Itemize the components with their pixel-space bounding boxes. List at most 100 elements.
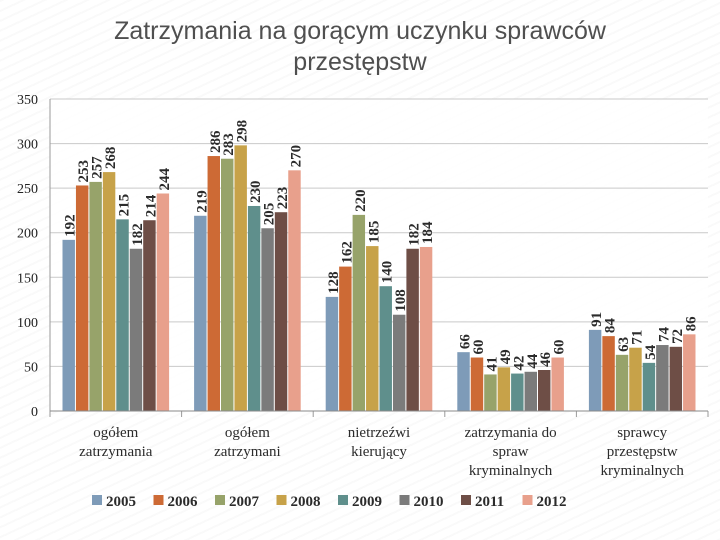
bar <box>497 367 511 411</box>
bar-value-label: 71 <box>629 330 645 345</box>
chart-title-line2: przestępstw <box>293 48 427 76</box>
bar-value-label: 108 <box>393 289 409 312</box>
bar-value-label: 184 <box>420 221 436 244</box>
bar <box>288 170 301 411</box>
bar-value-label: 215 <box>117 194 133 217</box>
bar-value-label: 257 <box>90 156 106 179</box>
bar-value-label: 298 <box>235 120 251 142</box>
bar <box>194 215 207 411</box>
bar-value-label: 46 <box>538 351 554 367</box>
bar-value-label: 162 <box>339 241 355 264</box>
legend-label: 2007 <box>229 494 260 510</box>
bar <box>419 246 433 411</box>
bar-value-label: 66 <box>458 334 474 350</box>
x-tick-label: zatrzymania do <box>465 425 557 441</box>
bar-value-label: 185 <box>366 221 382 244</box>
legend-label: 2006 <box>168 494 199 510</box>
x-tick-label: ogółem <box>225 425 270 441</box>
legend-label: 2008 <box>291 494 321 510</box>
bar-value-label: 60 <box>471 340 487 355</box>
x-tick-label: ogółem <box>93 425 138 441</box>
bar <box>615 354 629 411</box>
bar-value-label: 49 <box>498 349 514 364</box>
bar <box>602 336 615 411</box>
legend-swatch <box>153 495 164 505</box>
bar <box>129 248 143 411</box>
bar-value-label: 128 <box>326 271 342 294</box>
bar <box>102 172 116 411</box>
x-tick-label: przestępstw <box>607 444 678 460</box>
bar <box>629 347 642 411</box>
bar <box>261 228 274 411</box>
x-tick-label: spraw <box>493 444 529 460</box>
bar-value-label: 91 <box>589 312 605 327</box>
bar <box>470 357 484 411</box>
legend-swatch <box>215 495 225 505</box>
y-tick-label: 300 <box>17 138 38 153</box>
y-tick-label: 150 <box>17 271 38 286</box>
bar <box>683 334 696 411</box>
bar-value-label: 214 <box>143 194 159 217</box>
bar <box>588 329 602 411</box>
legend-swatch <box>92 495 102 505</box>
y-tick-label: 50 <box>24 360 38 375</box>
chart-title-line1: Zatrzymania na gorącym uczynku sprawców <box>114 17 606 45</box>
bar <box>62 239 75 411</box>
bar-value-label: 268 <box>103 147 119 170</box>
x-tick-label: kryminalnych <box>601 463 685 479</box>
bar <box>511 373 524 411</box>
bar-value-label: 205 <box>262 203 278 226</box>
bar <box>669 346 683 411</box>
bar-value-label: 283 <box>221 133 237 156</box>
bar-value-label: 54 <box>643 344 659 360</box>
bar-value-label: 60 <box>552 340 568 355</box>
bar <box>379 286 392 411</box>
bar-value-label: 86 <box>683 316 699 332</box>
bar-value-label: 182 <box>407 223 423 246</box>
bar-value-label: 286 <box>208 130 224 153</box>
bar-value-label: 41 <box>484 356 500 371</box>
y-tick-label: 200 <box>17 227 38 242</box>
bar <box>457 352 470 411</box>
bar-value-label: 192 <box>63 214 79 237</box>
legend-swatch <box>522 495 533 505</box>
bar-value-label: 72 <box>670 329 686 344</box>
x-tick-label: kierujący <box>351 444 407 460</box>
y-tick-label: 100 <box>17 316 38 331</box>
bar-value-label: 182 <box>130 223 146 246</box>
x-tick-label: kryminalnych <box>469 463 553 479</box>
legend-label: 2011 <box>475 494 504 510</box>
bar-value-label: 220 <box>353 189 369 212</box>
bar <box>551 357 564 411</box>
bar <box>143 220 156 411</box>
bar <box>339 266 352 411</box>
legend-swatch <box>276 495 287 505</box>
x-tick-label: zatrzymania <box>79 444 153 460</box>
legend-label: 2005 <box>106 494 136 510</box>
y-tick-label: 250 <box>17 182 38 197</box>
bar <box>484 374 497 411</box>
bar <box>221 158 234 411</box>
bar <box>524 371 537 411</box>
bar <box>392 314 406 411</box>
x-tick-label: sprawcy <box>617 425 667 441</box>
chart-title: Zatrzymania na gorącym uczynku sprawców … <box>0 16 720 78</box>
legend-label: 2012 <box>537 494 567 510</box>
bar <box>642 362 656 411</box>
bar <box>207 156 220 411</box>
bar-value-label: 244 <box>157 167 173 190</box>
bar <box>89 181 102 411</box>
bar <box>247 205 261 411</box>
bar <box>116 219 129 411</box>
y-tick-label: 0 <box>31 405 38 420</box>
bar <box>352 214 366 411</box>
bar-value-label: 270 <box>288 145 304 168</box>
bar <box>75 185 89 411</box>
bar <box>538 369 551 411</box>
bar <box>656 345 669 411</box>
bar <box>274 212 288 411</box>
bar-value-label: 42 <box>511 356 527 371</box>
bar-value-label: 84 <box>603 318 619 334</box>
bar-value-label: 223 <box>275 187 291 210</box>
